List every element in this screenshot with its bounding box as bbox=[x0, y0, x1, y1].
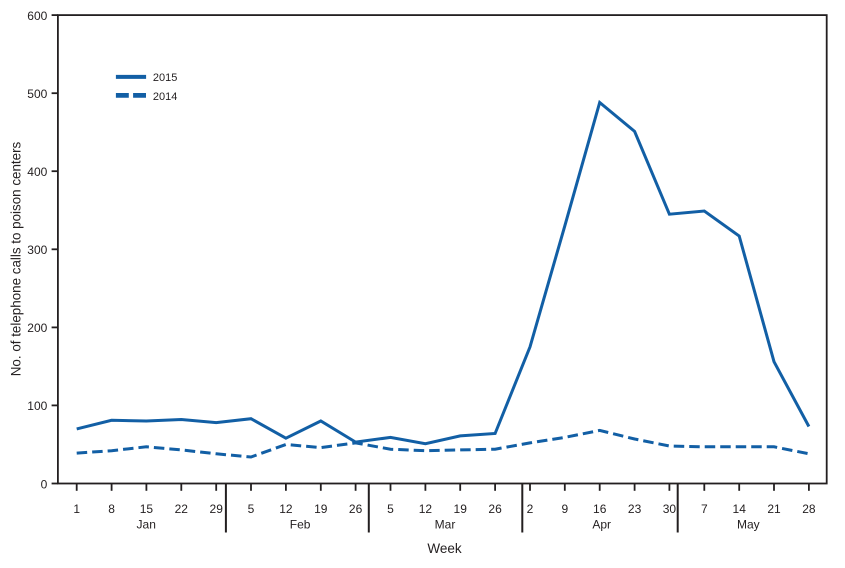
svg-text:Week: Week bbox=[427, 541, 462, 556]
svg-text:5: 5 bbox=[387, 502, 394, 516]
svg-text:12: 12 bbox=[419, 502, 433, 516]
svg-text:26: 26 bbox=[349, 502, 363, 516]
svg-text:100: 100 bbox=[27, 399, 47, 413]
svg-text:400: 400 bbox=[27, 165, 47, 179]
svg-text:15: 15 bbox=[140, 502, 154, 516]
svg-text:2014: 2014 bbox=[153, 91, 177, 103]
svg-text:7: 7 bbox=[701, 502, 708, 516]
svg-text:May: May bbox=[737, 518, 760, 532]
svg-text:12: 12 bbox=[279, 502, 293, 516]
svg-text:5: 5 bbox=[248, 502, 255, 516]
svg-text:26: 26 bbox=[488, 502, 502, 516]
svg-text:28: 28 bbox=[802, 502, 816, 516]
svg-text:Feb: Feb bbox=[290, 518, 311, 532]
svg-text:14: 14 bbox=[733, 502, 747, 516]
svg-text:600: 600 bbox=[27, 9, 47, 23]
svg-text:Apr: Apr bbox=[592, 518, 611, 532]
svg-text:8: 8 bbox=[108, 502, 115, 516]
svg-text:22: 22 bbox=[175, 502, 189, 516]
svg-text:Jan: Jan bbox=[137, 518, 156, 532]
svg-text:16: 16 bbox=[593, 502, 607, 516]
svg-text:30: 30 bbox=[663, 502, 677, 516]
svg-text:9: 9 bbox=[561, 502, 568, 516]
svg-text:23: 23 bbox=[628, 502, 642, 516]
svg-text:300: 300 bbox=[27, 243, 47, 257]
svg-text:No. of telephone calls to pois: No. of telephone calls to poison centers bbox=[9, 141, 24, 376]
svg-text:19: 19 bbox=[454, 502, 468, 516]
svg-text:500: 500 bbox=[27, 87, 47, 101]
svg-text:1: 1 bbox=[73, 502, 80, 516]
svg-text:0: 0 bbox=[41, 477, 48, 491]
svg-text:2: 2 bbox=[527, 502, 534, 516]
svg-text:200: 200 bbox=[27, 321, 47, 335]
svg-text:21: 21 bbox=[767, 502, 781, 516]
svg-text:19: 19 bbox=[314, 502, 328, 516]
svg-text:29: 29 bbox=[210, 502, 224, 516]
svg-text:2015: 2015 bbox=[153, 72, 177, 84]
svg-text:Mar: Mar bbox=[435, 518, 456, 532]
